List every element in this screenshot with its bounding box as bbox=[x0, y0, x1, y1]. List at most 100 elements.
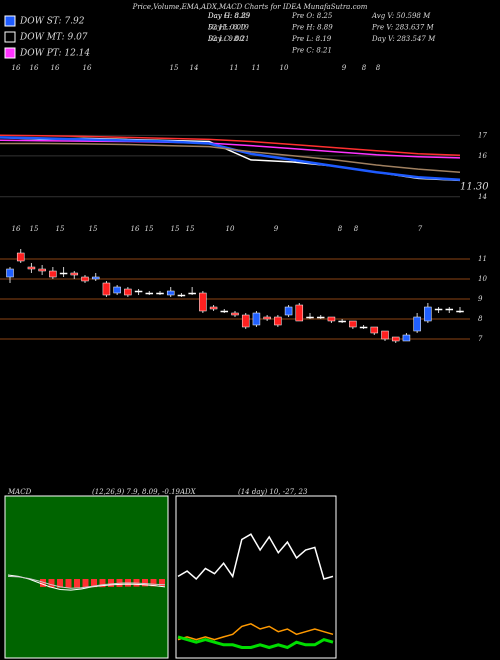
stat: Day C: 8.21 bbox=[207, 35, 250, 43]
candle-body bbox=[445, 308, 454, 311]
date-label: 11 bbox=[252, 64, 261, 72]
candle-body bbox=[424, 306, 432, 322]
ma-line bbox=[0, 134, 461, 156]
stat: Avg V: 50.598 M bbox=[371, 12, 431, 20]
panel-label: ADX bbox=[179, 488, 197, 496]
candle-body bbox=[349, 320, 357, 328]
legend-entry: DOW MT: 9.07 bbox=[19, 33, 88, 43]
candle-body bbox=[263, 316, 271, 320]
candle-body bbox=[316, 316, 325, 319]
date-label: 8 bbox=[362, 64, 367, 72]
candle-body bbox=[38, 268, 46, 272]
candle-body bbox=[402, 334, 411, 342]
stat: Pre V: 283.637 M bbox=[371, 24, 435, 32]
candle-body bbox=[306, 316, 314, 319]
candle-body bbox=[199, 292, 207, 312]
candle-body bbox=[295, 304, 304, 322]
candle-body bbox=[284, 306, 293, 316]
stat: Day O: 8.25 bbox=[207, 12, 250, 20]
candle-body bbox=[124, 288, 132, 296]
candle-body bbox=[241, 314, 250, 328]
date-label: 16 bbox=[83, 64, 92, 72]
candle-body bbox=[434, 308, 443, 311]
candle-body bbox=[370, 326, 379, 334]
ma-line bbox=[0, 142, 461, 173]
candle-body bbox=[81, 276, 89, 282]
y-tick-label: 8 bbox=[478, 315, 483, 323]
stat: Pre O: 8.25 bbox=[291, 12, 333, 20]
candle-body bbox=[134, 290, 143, 293]
macd-bar bbox=[57, 579, 63, 588]
y-tick-label: 9 bbox=[478, 295, 483, 303]
ma-line bbox=[0, 139, 461, 159]
date-label: 15 bbox=[171, 225, 180, 233]
candle-body bbox=[91, 276, 100, 280]
date-label: 7 bbox=[418, 225, 423, 233]
candle-body bbox=[274, 316, 282, 326]
stat: 52 L: 0.00 bbox=[208, 35, 244, 43]
panel-params: (14 day) 10, -27, 23 bbox=[238, 488, 308, 496]
candle-body bbox=[27, 266, 36, 270]
macd-bar bbox=[74, 579, 80, 588]
date-label: 15 bbox=[186, 225, 195, 233]
y-tick-label: 10 bbox=[478, 275, 487, 283]
candle-body bbox=[252, 312, 261, 326]
macd-bar bbox=[82, 579, 89, 588]
date-label: 16 bbox=[12, 225, 21, 233]
date-label: 9 bbox=[342, 64, 347, 72]
candle-body bbox=[327, 316, 336, 322]
macd-line bbox=[7, 575, 166, 589]
date-label: 16 bbox=[30, 64, 39, 72]
date-label: 15 bbox=[89, 225, 98, 233]
legend-swatch bbox=[4, 31, 16, 43]
macd-bar bbox=[91, 579, 97, 588]
candle-body bbox=[188, 292, 196, 295]
macd-bar bbox=[150, 579, 157, 587]
candle-body bbox=[156, 292, 164, 295]
date-label: 16 bbox=[131, 225, 140, 233]
date-label: 8 bbox=[376, 64, 381, 72]
candle-body bbox=[220, 310, 229, 313]
candle-body bbox=[231, 312, 239, 316]
candle-body bbox=[102, 282, 111, 296]
macd-bar bbox=[48, 579, 55, 588]
candle-body bbox=[391, 336, 400, 342]
legend-entry: DOW PT: 12.14 bbox=[19, 49, 90, 59]
panel-label: MACD bbox=[7, 488, 32, 496]
stat: Day V: 283.547 M bbox=[371, 35, 436, 43]
date-label: 11 bbox=[230, 64, 239, 72]
macd-bar bbox=[40, 579, 46, 587]
macd-bar bbox=[108, 579, 114, 587]
y-tick-label: 17 bbox=[478, 131, 487, 139]
date-label: 16 bbox=[12, 64, 21, 72]
stat: Day H: 8.89 bbox=[207, 12, 251, 20]
date-label: 10 bbox=[226, 225, 235, 233]
y-tick-label: 11 bbox=[478, 255, 487, 263]
stat: Pre H: 8.89 bbox=[291, 24, 333, 32]
candle-body bbox=[59, 272, 68, 275]
candle-body bbox=[6, 268, 14, 278]
stat: Pre L: 8.19 bbox=[291, 35, 332, 43]
candle-body bbox=[70, 272, 79, 276]
date-label: 8 bbox=[354, 225, 359, 233]
date-label: 15 bbox=[30, 225, 39, 233]
candle-body bbox=[16, 252, 25, 262]
date-label: 9 bbox=[274, 225, 279, 233]
stat: Pre C: 8.21 bbox=[291, 47, 332, 55]
date-label: 15 bbox=[145, 225, 154, 233]
macd-bar bbox=[159, 579, 165, 587]
candle-body bbox=[177, 294, 186, 297]
macd-panel bbox=[4, 495, 169, 659]
candle-body bbox=[359, 326, 368, 329]
candle-body bbox=[413, 316, 421, 332]
candle-body bbox=[381, 330, 389, 340]
date-label: 15 bbox=[170, 64, 179, 72]
price-label: 11.30 bbox=[460, 182, 489, 193]
macd-bar bbox=[65, 579, 72, 588]
title: Price,Volume,EMA,ADX,MACD Charts for IDE… bbox=[132, 3, 368, 11]
candle-body bbox=[456, 310, 464, 313]
candle-body bbox=[338, 320, 346, 323]
stat: Day L: 8.19 bbox=[207, 24, 249, 32]
date-label: 16 bbox=[51, 64, 60, 72]
